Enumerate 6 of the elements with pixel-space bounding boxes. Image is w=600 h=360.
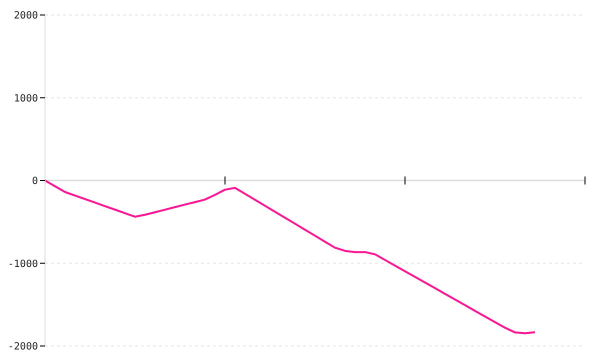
y-tick-label: 0: [32, 176, 38, 188]
y-tick-label: 1000: [14, 93, 38, 104]
y-tick-label: 2000: [14, 10, 38, 22]
y-tick-label: -1000: [8, 258, 38, 270]
line-series: [45, 180, 536, 334]
y-tick-label: -2000: [8, 342, 38, 353]
